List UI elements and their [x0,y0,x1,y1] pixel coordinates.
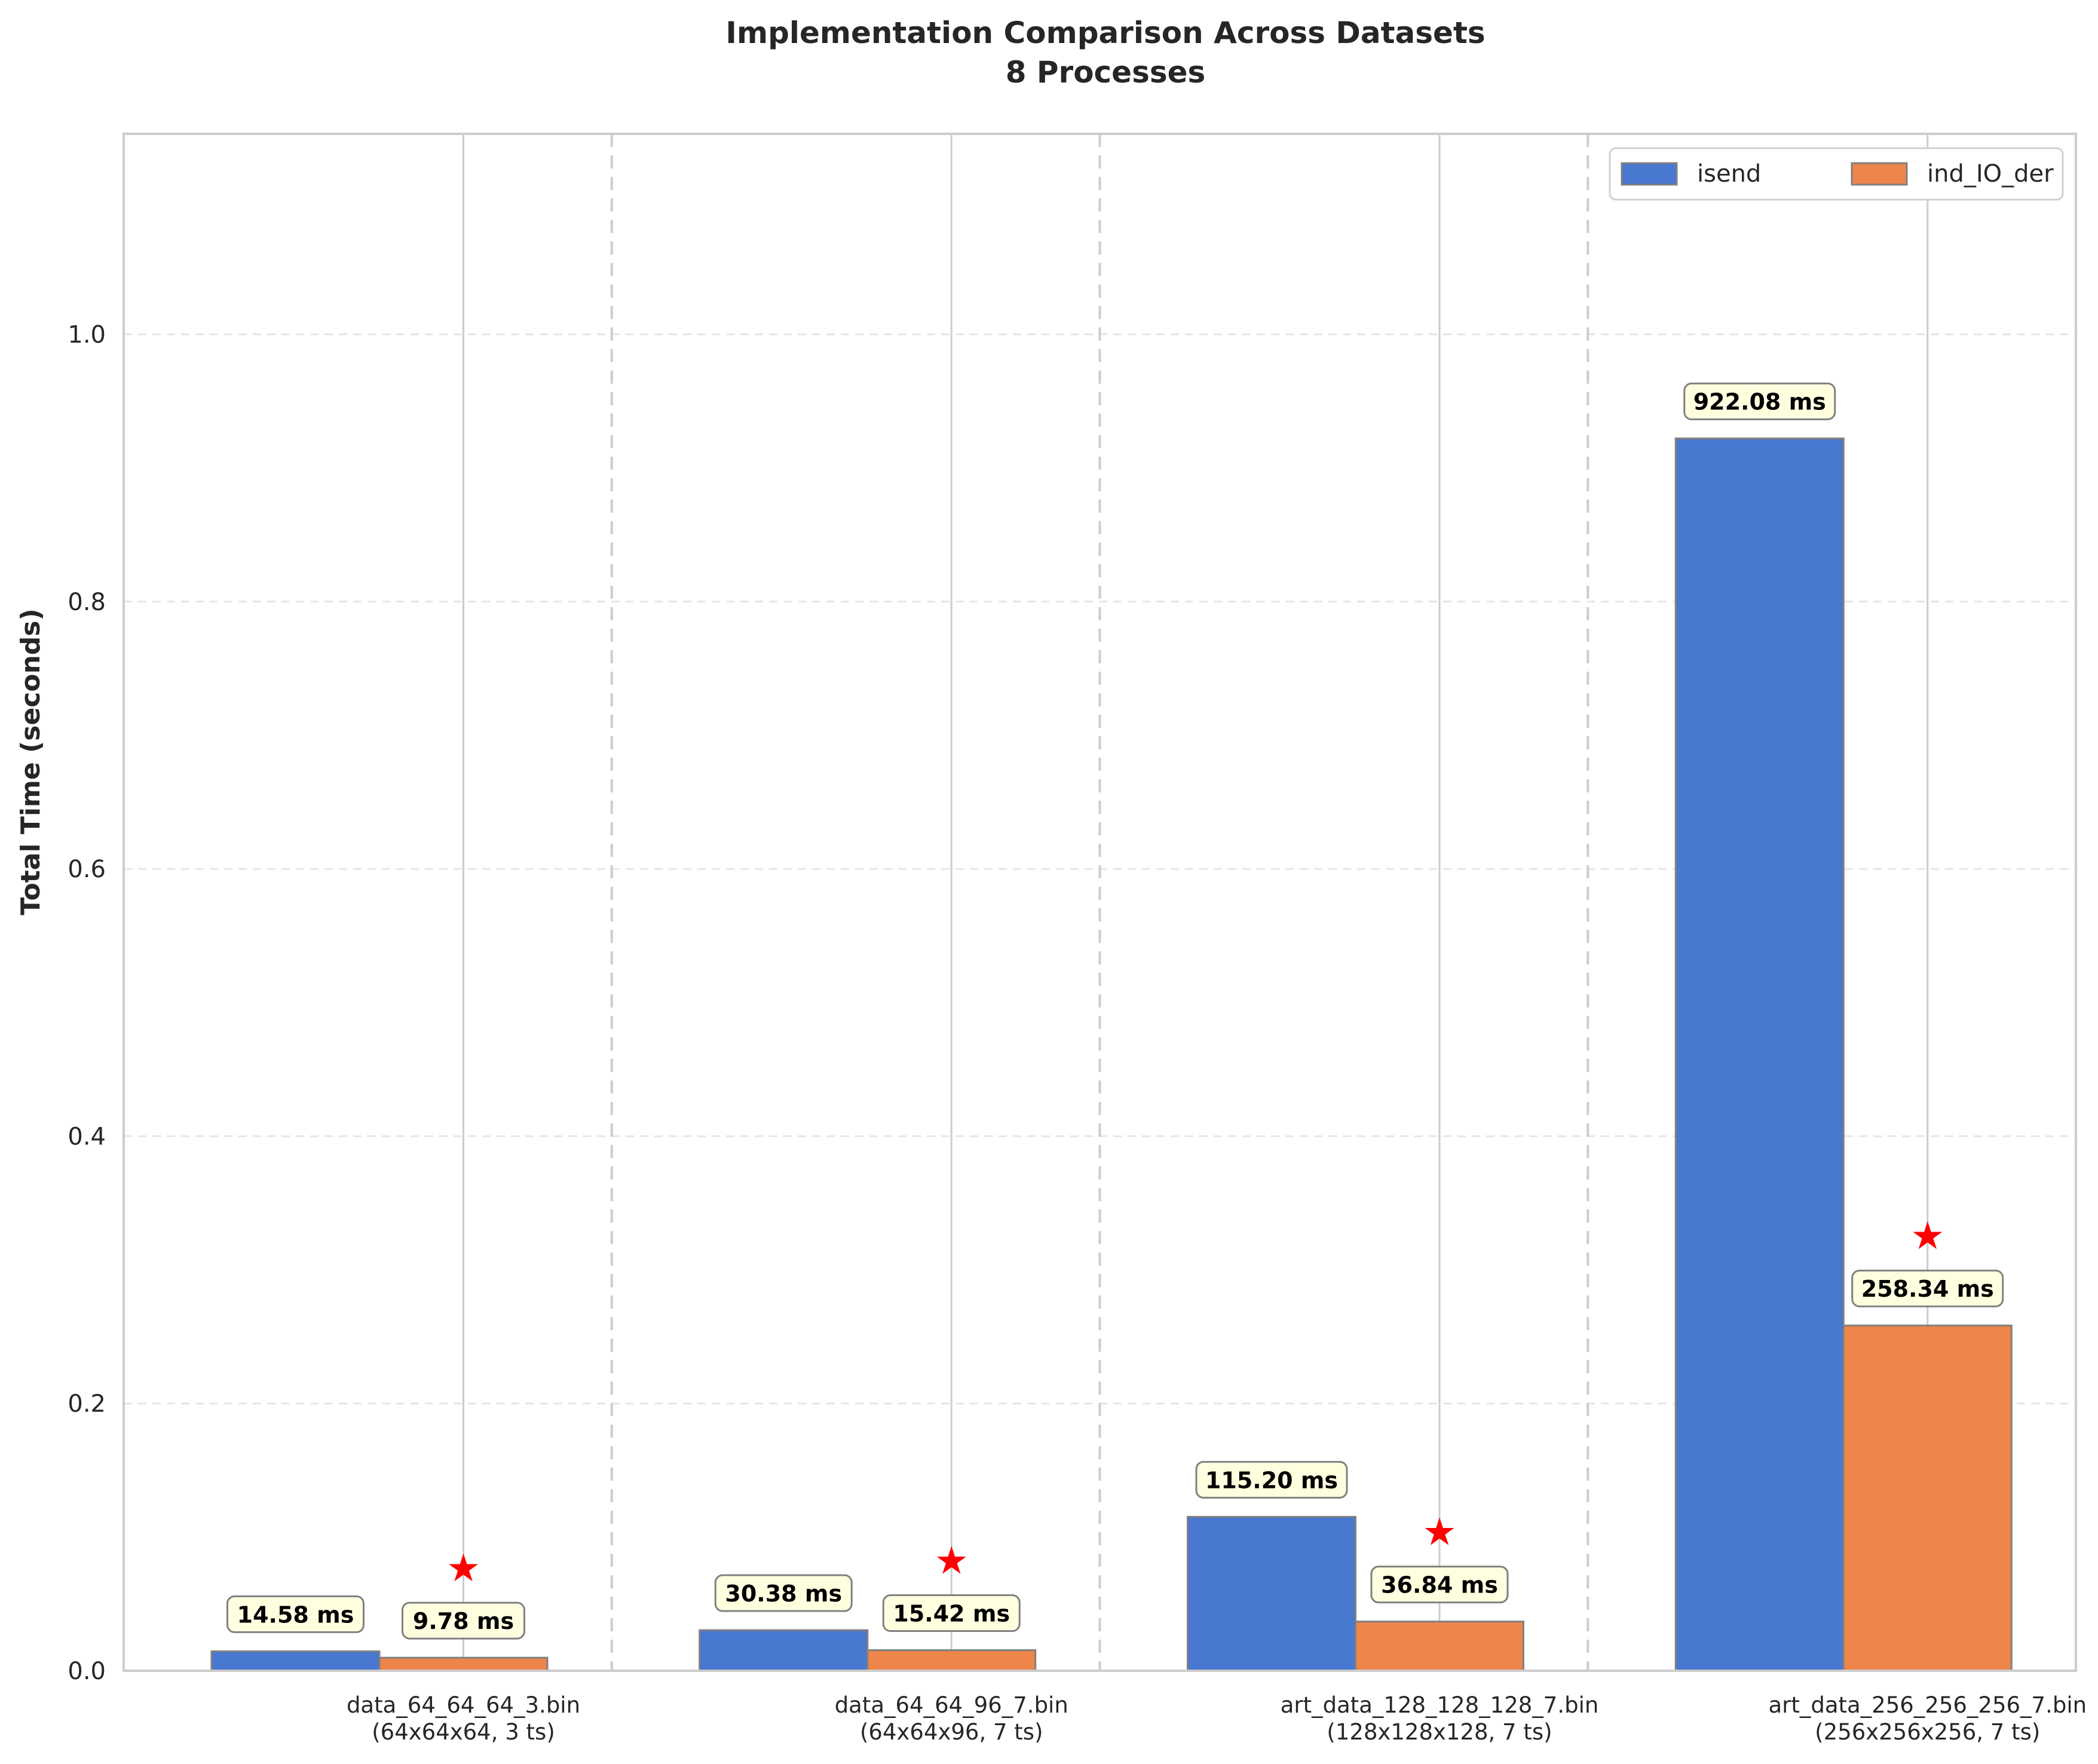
value-label: 258.34 ms [1851,1269,2004,1307]
x-tick-label-line: (128x128x128, 7 ts) [1327,1719,1552,1745]
x-tick-label-line: art_data_256_256_256_7.bin [1768,1692,2087,1718]
x-tick-label-line: (64x64x64, 3 ts) [372,1719,555,1745]
plot-area: 14.58 ms 9.78 ms 30.38 ms 15.42 ms 115.20 ms… [68,133,2087,1745]
x-tick-label-line: art_data_128_128_128_7.bin [1281,1692,1599,1718]
value-label-box [1851,1269,2004,1307]
x-tick-label-line: (64x64x96, 7 ts) [860,1719,1043,1745]
plot-frame [122,133,2077,1672]
x-tick-label-line: data_64_64_64_3.bin [347,1692,580,1718]
value-label-text: 922.08 ms [1693,389,1826,415]
bar-ind-io-der [378,1656,549,1672]
value-label-box [1370,1566,1509,1604]
legend-box [1609,147,2064,201]
best-marker-star: ★ [1910,1214,1944,1258]
value-label-text: 36.84 ms [1381,1572,1498,1598]
x-tick-label: data_64_64_96_7.bin (64x64x96, 7 ts) [835,1692,1068,1745]
y-tick-label: 0.0 [68,1658,106,1685]
value-label-text: 15.42 ms [893,1601,1010,1627]
value-label: 922.08 ms [1683,382,1836,421]
y-tick-label: 0.2 [68,1391,106,1418]
bar-isend [699,1629,869,1672]
bar-ind-io-der [1842,1324,2013,1672]
value-label: 14.58 ms [226,1595,365,1633]
legend-label: ind_IO_der [1927,160,2054,188]
value-label: 30.38 ms [714,1574,853,1612]
x-tick-label-line: data_64_64_96_7.bin [835,1692,1068,1718]
bar-isend [1187,1515,1356,1672]
value-label-text: 9.78 ms [413,1608,514,1634]
y-tick-label: 1.0 [68,321,106,348]
value-label: 115.20 ms [1195,1460,1348,1499]
best-marker-star: ★ [446,1546,480,1591]
value-label-text: 115.20 ms [1205,1467,1338,1493]
x-tick-label: art_data_256_256_256_7.bin (256x256x256, … [1768,1692,2087,1745]
legend-swatch [1851,162,1908,186]
value-label: 15.42 ms [882,1594,1021,1633]
bar-isend [210,1650,381,1672]
bar-ind-io-der [866,1649,1037,1672]
value-label-text: 14.58 ms [237,1601,354,1628]
value-label-box [1195,1460,1348,1499]
y-axis-label: Total Time (seconds) [16,608,46,915]
y-tick-label: 0.4 [68,1123,106,1150]
value-label: 36.84 ms [1370,1566,1509,1604]
y-tick-label: 0.6 [68,856,106,883]
value-label: 9.78 ms [402,1601,525,1640]
legend-swatch [1621,162,1678,186]
value-label-box [882,1594,1021,1633]
legend-label: isend [1697,160,1761,188]
bar-ind-io-der [1355,1621,1524,1672]
bar-isend [1674,437,1845,1672]
value-label-box [714,1574,853,1612]
x-tick-label-line: (256x256x256, 7 ts) [1815,1719,2040,1745]
value-label-box [402,1601,525,1640]
value-label-text: 30.38 ms [725,1581,842,1607]
chart-title: Implementation Comparison Across Dataset… [725,16,1485,50]
y-tick-label: 0.8 [68,589,106,616]
x-tick-label: data_64_64_64_3.bin (64x64x64, 3 ts) [347,1692,580,1745]
value-label-box [1683,382,1836,421]
value-labels: 14.58 ms 9.78 ms 30.38 ms 15.42 ms 115.20 ms… [226,382,2004,1640]
legend: isend ind_IO_der [1609,147,2064,201]
value-label-box [226,1595,365,1633]
x-tick-label: art_data_128_128_128_7.bin (128x128x128, … [1281,1692,1599,1745]
chart-subtitle: 8 Processes [1006,55,1206,90]
value-label-text: 258.34 ms [1861,1276,1994,1302]
best-marker-star: ★ [1422,1511,1456,1555]
best-marker-star: ★ [935,1539,969,1584]
